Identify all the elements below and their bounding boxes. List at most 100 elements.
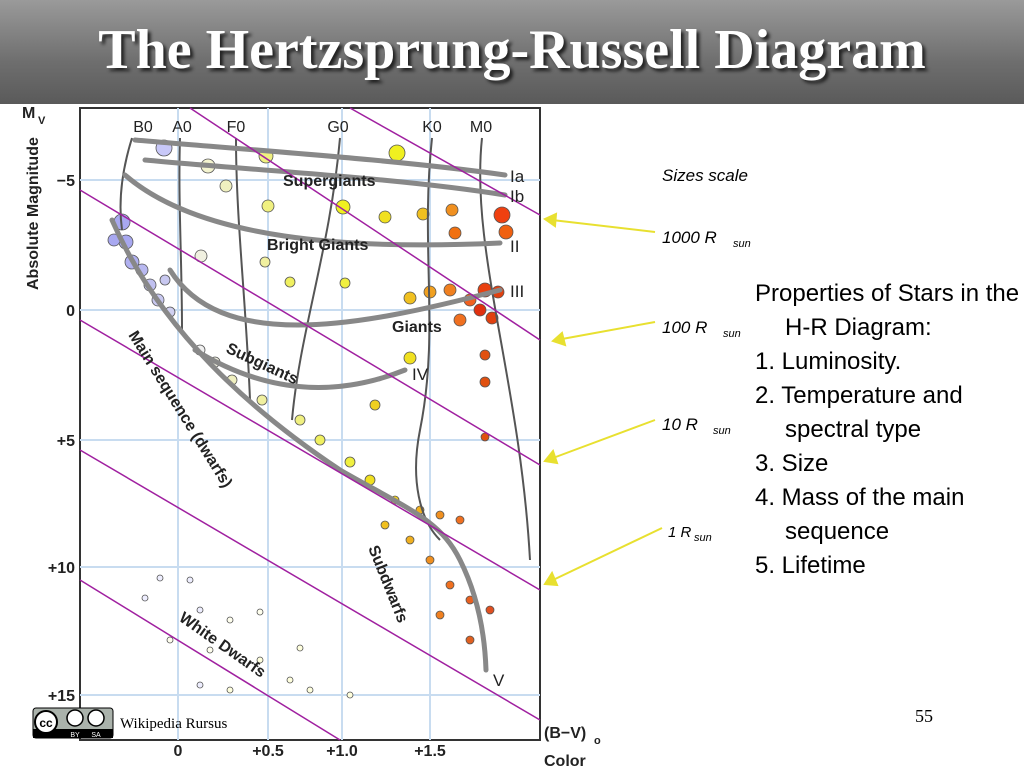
star-dot (480, 432, 490, 442)
star-dot (465, 635, 475, 645)
star-dot (226, 686, 234, 694)
class-label: Ib (510, 187, 524, 206)
star-dot (196, 681, 204, 689)
y-tick-label: +15 (48, 688, 75, 705)
star-dot (479, 349, 491, 361)
x-tick-label: +0.5 (252, 743, 284, 760)
spectral-type: A0 (172, 119, 192, 136)
y-tick-label: +10 (48, 560, 75, 577)
star-dot (344, 456, 356, 468)
star-dot (335, 199, 351, 215)
license-by: BY (70, 732, 80, 739)
y-tick-label: +5 (57, 433, 75, 450)
star-dot (416, 207, 430, 221)
class-label: II (510, 237, 519, 256)
star-dot (485, 311, 499, 325)
star-dot (196, 606, 204, 614)
star-dot (156, 574, 164, 582)
star-dot (403, 291, 417, 305)
star-dot (186, 576, 194, 584)
size-arrows (542, 212, 663, 587)
region-label: Bright Giants (267, 237, 368, 254)
star-dot (388, 144, 406, 162)
y-axis-symbol-sub: V (38, 115, 46, 127)
plot-frame (79, 107, 541, 741)
star-dot (306, 686, 314, 694)
spectral-type: B0 (133, 119, 153, 136)
spectral-type: G0 (327, 119, 348, 136)
x-tick-label: +1.5 (414, 743, 446, 760)
property-item: 2. Temperature and spectral type (755, 382, 963, 443)
star-dot (159, 274, 171, 286)
size-label: 100 R (662, 318, 707, 337)
property-item: 3. Size (755, 450, 829, 477)
star-dot (261, 199, 275, 213)
star-dot (256, 608, 264, 616)
star-dot (493, 206, 511, 224)
size-label-sub: sun (723, 328, 741, 340)
star-dot (346, 691, 354, 699)
class-label: IV (412, 365, 429, 384)
star-dot (403, 351, 417, 365)
star-dot (296, 644, 304, 652)
star-dot (435, 610, 445, 620)
star-dot (219, 179, 233, 193)
properties-heading: Properties of Stars in the H-R Diagram: (755, 280, 1020, 341)
star-dot (141, 594, 149, 602)
spectral-type: M0 (470, 119, 492, 136)
y-axis-label: Absolute Magnitude (25, 137, 42, 290)
class-label: III (510, 282, 524, 301)
property-item: 4. Mass of the main sequence (755, 484, 965, 545)
y-axis-symbol: M (22, 105, 35, 122)
class-label: V (493, 671, 505, 690)
star-dot (443, 283, 457, 297)
star-dot (339, 277, 351, 289)
star-dot (314, 434, 326, 446)
size-label-sub: sun (733, 238, 751, 250)
size-label-sub: sun (713, 425, 731, 437)
star-dot (378, 210, 392, 224)
x-axis-label: (B−V) (544, 725, 586, 742)
star-dot (405, 535, 415, 545)
y-tick-label: −5 (57, 173, 75, 190)
size-label-sub: sun (694, 532, 712, 544)
x-axis-caption: Color (544, 753, 586, 768)
svg-text:cc: cc (39, 716, 53, 730)
star-dot (206, 646, 214, 654)
size-label: 1 R (668, 524, 692, 541)
star-dot (226, 616, 234, 624)
property-item: 5. Lifetime (755, 552, 866, 579)
credit: Wikipedia Rursus (120, 716, 228, 732)
star-dot (479, 376, 491, 388)
star-dot (473, 303, 487, 317)
star-dot (380, 520, 390, 530)
x-axis-label-sub: o (594, 735, 601, 747)
sizes-scale: Sizes scale 1000 R sun 100 R sun 10 R su… (662, 166, 751, 544)
star-dot (453, 313, 467, 327)
title-bar (0, 0, 1024, 104)
class-label: Ia (510, 167, 525, 186)
luminosity-curves (109, 137, 508, 673)
star-dot (256, 394, 268, 406)
star-dot (166, 636, 174, 644)
sizes-title: Sizes scale (662, 166, 748, 185)
star-dot (498, 224, 514, 240)
star-dot (256, 656, 264, 664)
star-dot (369, 399, 381, 411)
star-dot (485, 605, 495, 615)
properties-list: Properties of Stars in the H-R Diagram: … (755, 277, 1023, 583)
property-item: 1. Luminosity. (755, 348, 902, 375)
star-dot (425, 555, 435, 565)
star-dot (294, 414, 306, 426)
region-label: Giants (392, 319, 442, 336)
radius-lines (79, 107, 541, 741)
spectral-type: F0 (227, 119, 246, 136)
slide-title: The Hertzsprung-Russell Diagram (98, 19, 926, 81)
star-dot (448, 226, 462, 240)
region-label: Supergiants (283, 173, 376, 190)
star-dot (445, 203, 459, 217)
star-dot (284, 276, 296, 288)
star-dot (259, 256, 271, 268)
